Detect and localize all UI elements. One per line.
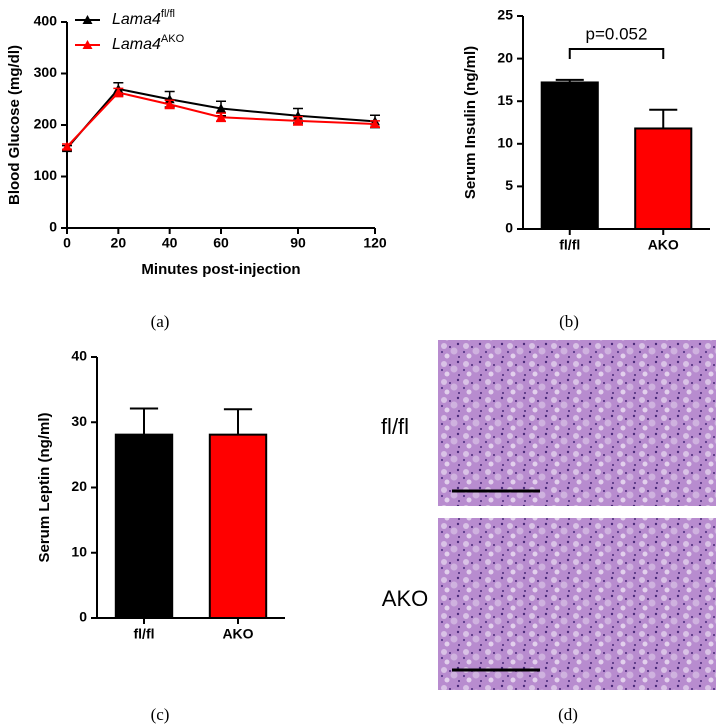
x-tick-label: AKO: [222, 626, 253, 642]
y-axis-title: Serum Leptin (ng/ml): [36, 412, 53, 562]
x-tick-label: 90: [290, 235, 306, 251]
error-bar: [223, 408, 253, 435]
x-axis-title: Minutes post-injection: [141, 261, 300, 278]
legend-name: Lama4: [112, 11, 161, 28]
y-tick-label: 20: [71, 478, 87, 494]
y-axis-title: Serum Insulin (ng/ml): [462, 46, 479, 199]
x-tick-label: 0: [63, 235, 71, 251]
y-tick-label: 5: [505, 177, 513, 193]
x-tick-label: 60: [213, 235, 229, 251]
legend-marker: [82, 40, 93, 49]
legend-label: Lama4AKO: [112, 33, 185, 53]
legend-superscript: fl/fl: [161, 8, 175, 20]
point: [370, 118, 380, 128]
y-tick-label: 0: [505, 220, 513, 236]
legend-label: Lama4fl/fl: [112, 8, 175, 28]
annotation: p=0.052: [586, 24, 648, 43]
y-tick-label: 15: [497, 92, 513, 108]
image-label: AKO: [382, 586, 428, 611]
y-tick-label: 20: [497, 49, 513, 65]
x-tick-label: fl/fl: [559, 237, 580, 253]
x-tick-label: 40: [162, 235, 178, 251]
bar: [540, 81, 599, 231]
panel-label: (a): [151, 312, 170, 331]
panel-label: (d): [558, 705, 578, 724]
y-tick-label: 0: [49, 219, 57, 235]
y-tick-label: 30: [71, 413, 87, 429]
x-tick-label: 20: [111, 235, 127, 251]
error-bar: [649, 108, 678, 129]
histology-image: [438, 340, 716, 506]
point: [164, 99, 175, 109]
significance-bracket: [568, 48, 665, 59]
y-axis-title: Blood Glucose (mg/dl): [6, 45, 23, 205]
point: [216, 112, 226, 122]
panel-label: (c): [151, 705, 170, 724]
y-tick-label: 200: [34, 116, 58, 132]
panel-label: (b): [559, 312, 579, 331]
bar: [208, 433, 268, 619]
point: [62, 141, 72, 151]
legend-superscript: AKO: [161, 33, 185, 45]
y-tick-label: 25: [497, 7, 513, 23]
legend-marker: [82, 15, 93, 24]
histology-image: [438, 518, 716, 690]
y-tick-label: 40: [71, 348, 87, 364]
bar: [114, 433, 174, 619]
y-tick-label: 100: [34, 167, 58, 183]
y-tick-label: 10: [497, 135, 513, 151]
legend-name: Lama4: [112, 36, 161, 53]
point: [293, 115, 303, 125]
x-tick-label: fl/fl: [134, 626, 155, 642]
point: [216, 103, 226, 113]
line: [66, 91, 376, 148]
error-bar: [129, 407, 159, 435]
bar: [634, 127, 693, 231]
x-tick-label: AKO: [648, 237, 679, 253]
y-tick-label: 0: [79, 609, 87, 625]
y-tick-label: 300: [34, 64, 58, 80]
y-tick-label: 10: [71, 543, 87, 559]
y-tick-label: 400: [34, 13, 58, 29]
image-label: fl/fl: [381, 414, 409, 439]
x-tick-label: 120: [363, 235, 387, 251]
point: [113, 87, 124, 97]
line: [66, 87, 376, 149]
